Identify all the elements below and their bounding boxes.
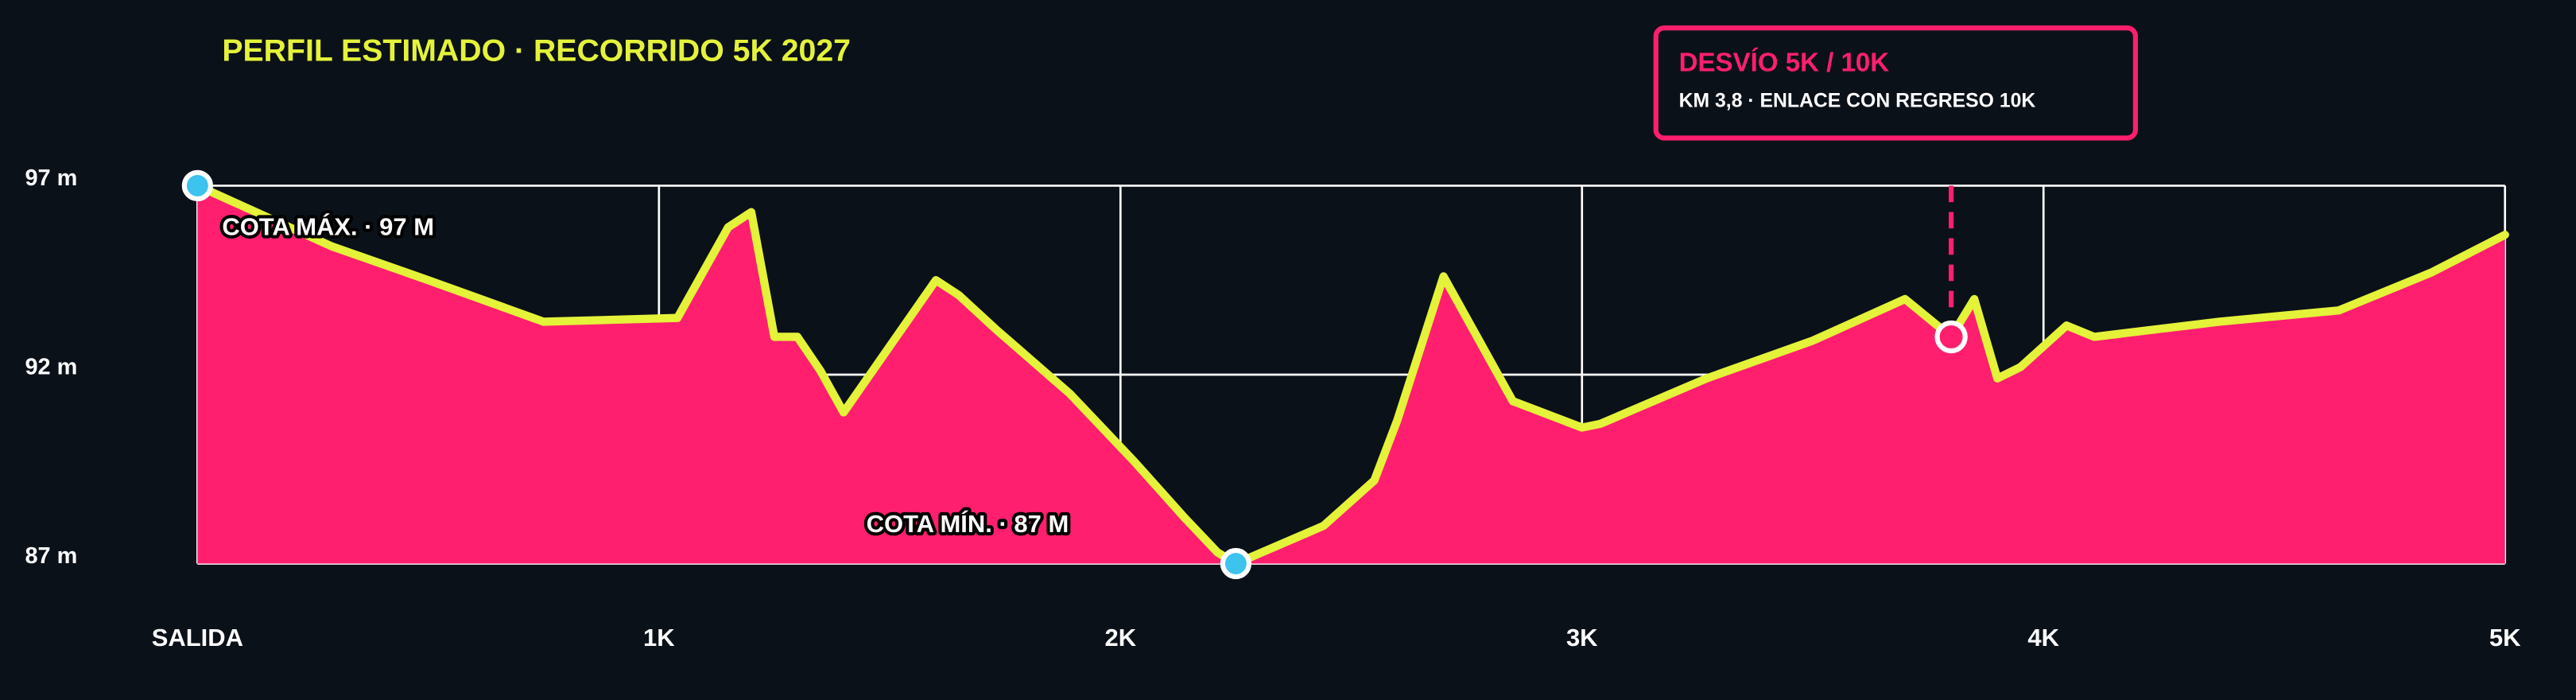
highlight-label: COTA MÁX. · 97 M	[222, 212, 434, 240]
x-tick-label: 1K	[643, 624, 675, 651]
x-tick-label: 2K	[1104, 624, 1136, 651]
y-tick-label: 92 m	[25, 354, 77, 379]
callout-text: KM 3,8 · ENLACE CON REGRESO 10K	[1679, 91, 2036, 112]
callout-title: DESVÍO 5K / 10K	[1679, 47, 1890, 77]
area	[197, 185, 2505, 564]
x-tick-label: 5K	[2489, 624, 2521, 651]
chart-title: PERFIL ESTIMADO · RECORRIDO 5K 2027	[222, 33, 851, 68]
y-tick-label: 87 m	[25, 543, 77, 569]
highlight-label: COTA MÍN. · 87 M	[867, 510, 1069, 538]
callout-box	[1653, 25, 2139, 141]
highlight-marker	[1220, 547, 1252, 580]
x-tick-label: 4K	[2027, 624, 2059, 651]
x-tick-label: SALIDA	[152, 624, 243, 651]
line	[193, 181, 2509, 568]
x-tick-label: 3K	[1566, 624, 1598, 651]
highlight-marker	[181, 169, 213, 202]
callout-marker	[1934, 320, 1968, 354]
y-tick-label: 97 m	[25, 165, 77, 191]
